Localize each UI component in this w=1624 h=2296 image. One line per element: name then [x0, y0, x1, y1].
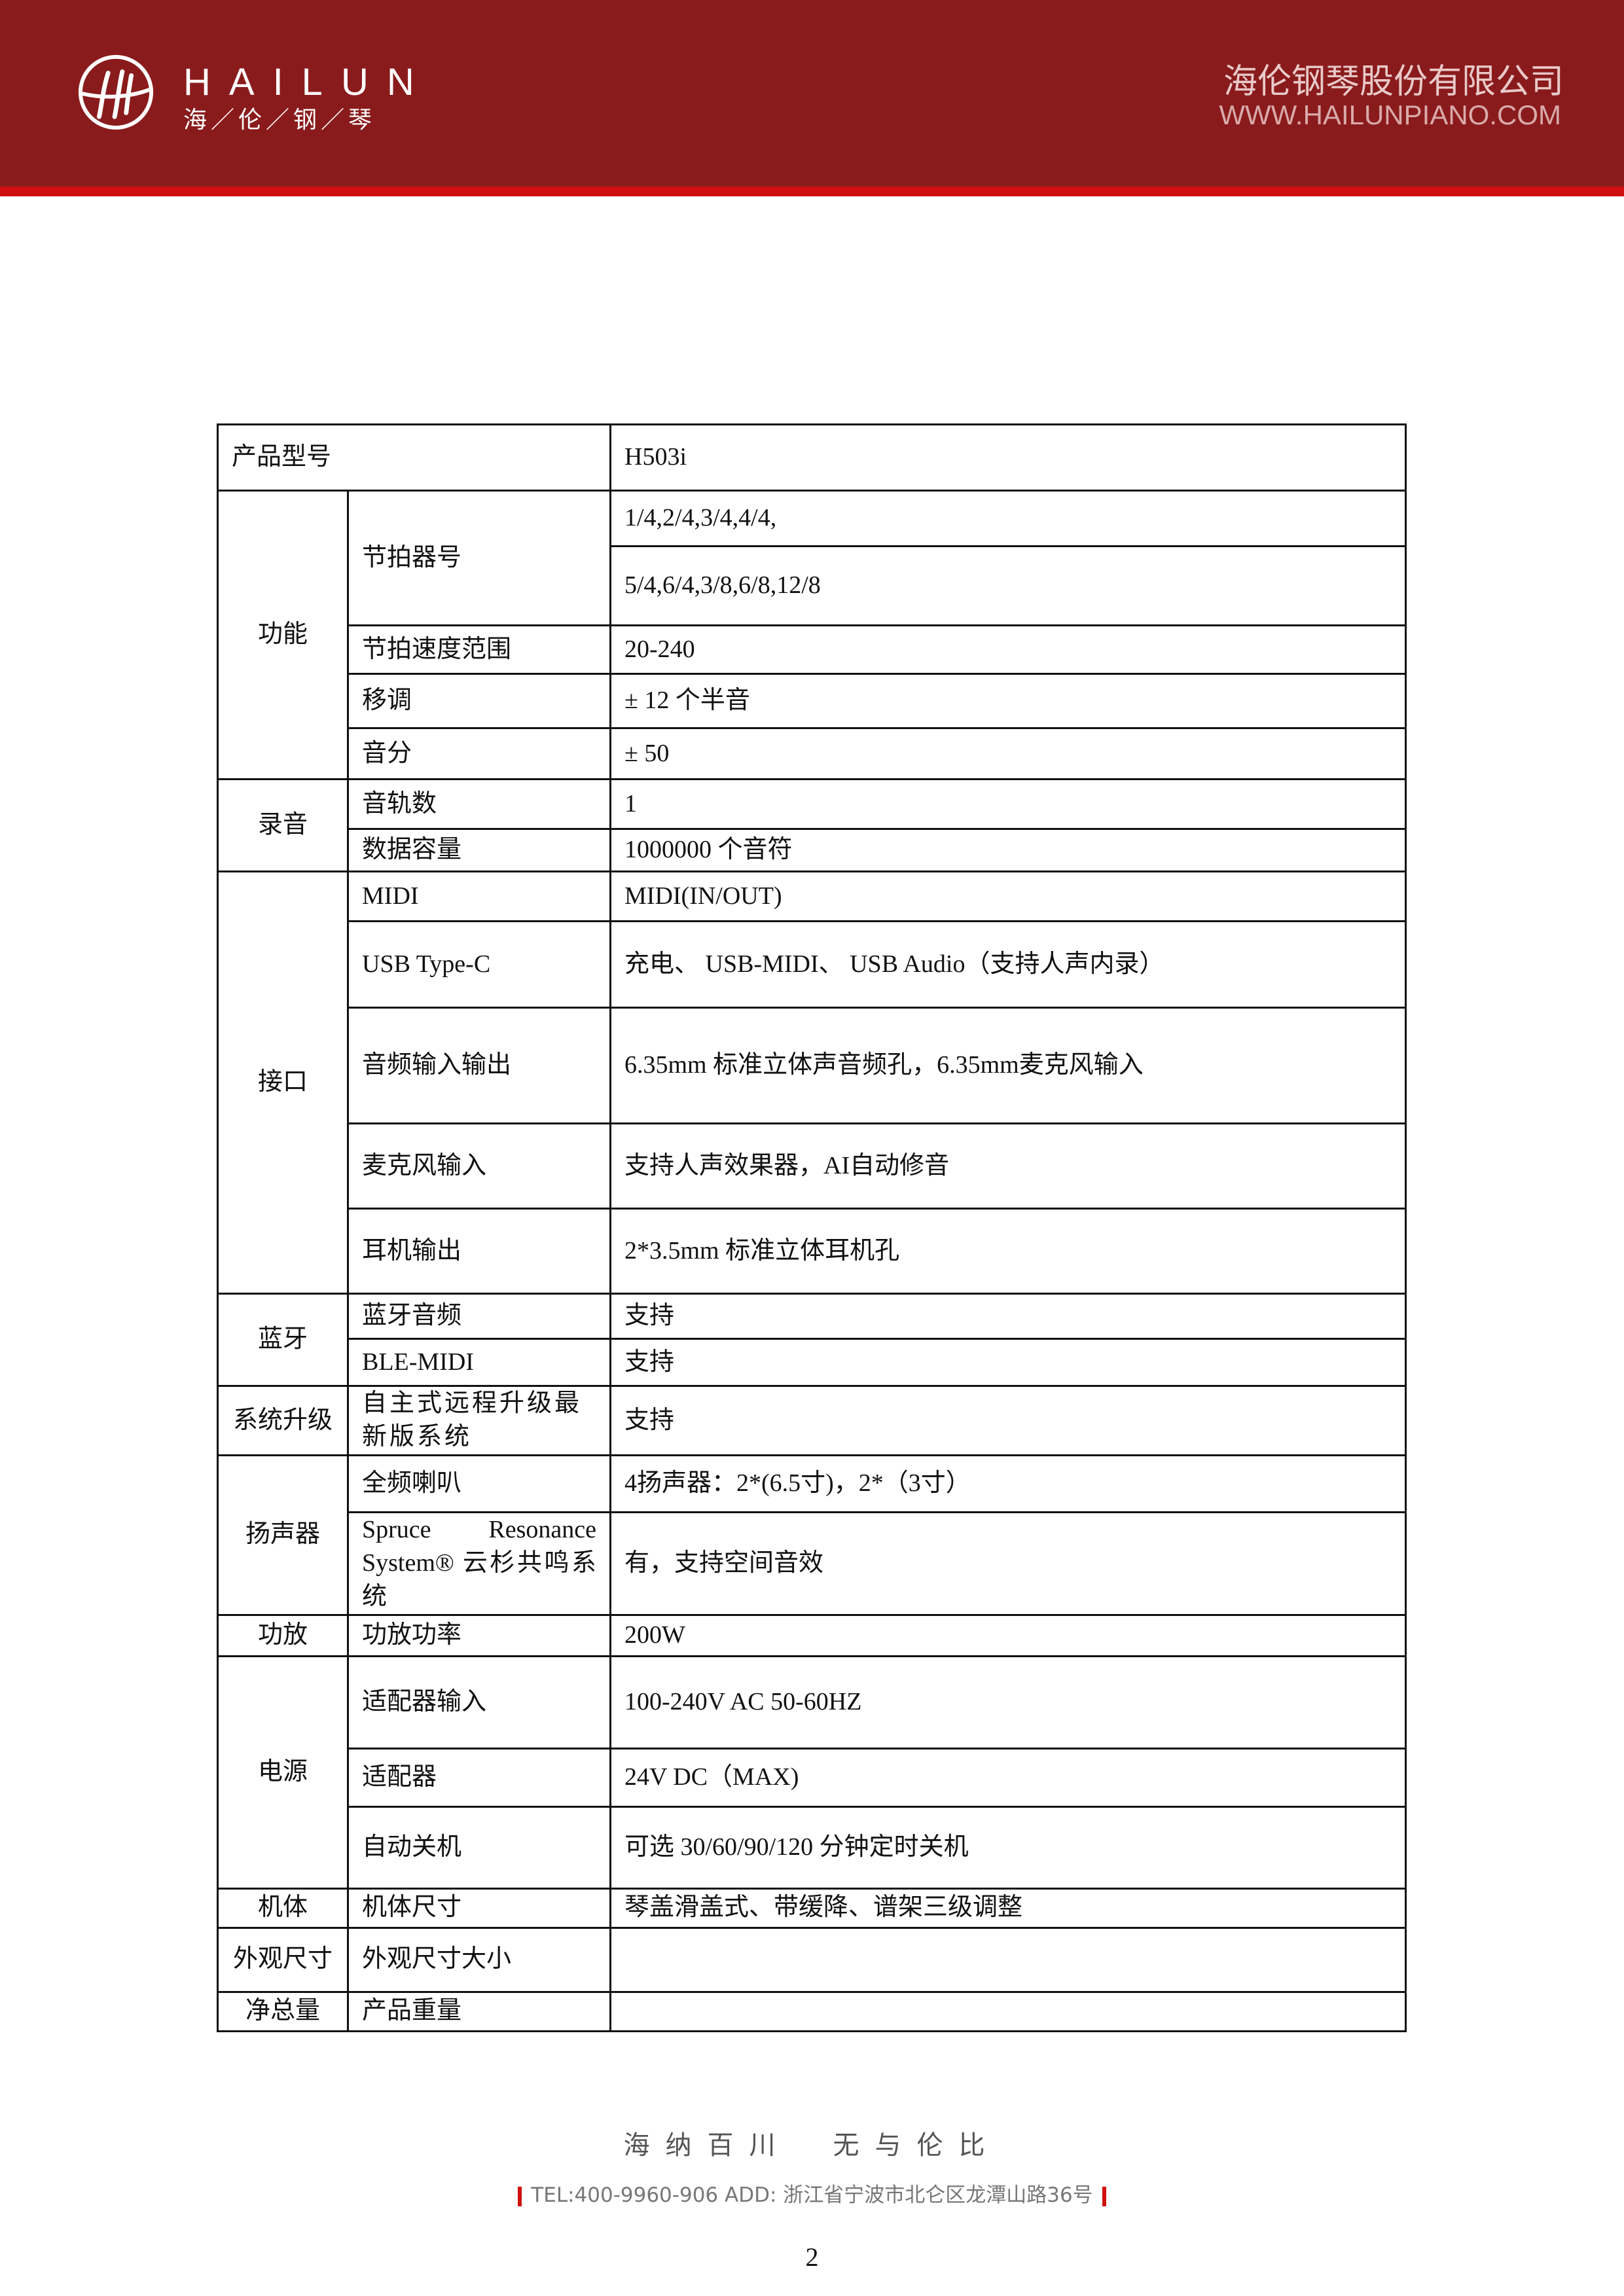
page-number: 2: [805, 2242, 819, 2272]
spec-value: MIDI(IN/OUT): [609, 870, 1407, 922]
spec-label: 自主式远程升级最新版系统: [347, 1385, 611, 1456]
spec-label: MIDI: [347, 870, 611, 922]
table-row: 系统升级 自主式远程升级最新版系统 支持: [217, 1385, 1407, 1456]
spec-value: [609, 1926, 1407, 1993]
slogan: 海纳百川 无与伦比: [623, 2130, 1001, 2161]
spec-value: 100-240V AC 50-60HZ: [609, 1655, 1407, 1749]
spec-label: 蓝牙音频: [347, 1293, 611, 1340]
table-row: Spruce Resonance System® 云杉共鸣系统 有，支持空间音效: [218, 1511, 1407, 1616]
header-stripe: [0, 187, 1624, 196]
table-row: 功放 功放功率 200W: [217, 1613, 1407, 1657]
red-bar: [518, 2186, 522, 2206]
group-label: 蓝牙: [217, 1293, 349, 1387]
spec-label: 适配器输入: [347, 1655, 611, 1749]
spec-value: 20-240: [609, 624, 1407, 675]
spec-label: 音频输入输出: [347, 1007, 611, 1124]
table-row: 自动关机 可选 30/60/90/120 分钟定时关机: [218, 1805, 1407, 1890]
table-row: 蓝牙 蓝牙音频 支持: [217, 1293, 1407, 1387]
spec-label: USB Type-C: [347, 920, 611, 1009]
spec-value: 支持人声效果器，AI自动修音: [609, 1122, 1407, 1210]
table-row: 机体 机体尺寸 琴盖滑盖式、带缓降、谱架三级调整: [217, 1887, 1407, 1929]
table-row: 电源 适配器输入 100-240V AC 50-60HZ: [217, 1655, 1407, 1890]
group-label: 机体: [217, 1887, 349, 1929]
spec-label: 功放功率: [347, 1613, 611, 1657]
table-row: 节拍速度范围 20-240: [218, 624, 1407, 675]
table-row: 音频输入输出 6.35mm 标准立体声音频孔，6.35mm麦克风输入: [218, 1007, 1407, 1124]
group-label: 接口: [217, 870, 349, 1295]
spec-value: ± 12 个半音: [609, 673, 1407, 729]
group-label: 净总量: [217, 1990, 349, 2032]
table-row: 耳机输出 2*3.5mm 标准立体耳机孔: [218, 1208, 1407, 1295]
table-row: 录音 音轨数 1: [217, 778, 1407, 872]
spec-value: ± 50: [609, 727, 1407, 780]
spec-value: 200W: [609, 1613, 1407, 1657]
group-label: 扬声器: [217, 1454, 349, 1616]
spec-label: 音轨数: [347, 778, 611, 830]
spec-value: 支持: [609, 1338, 1407, 1387]
spec-label: 数据容量: [347, 828, 611, 872]
spec-label: Spruce Resonance System® 云杉共鸣系统: [347, 1511, 611, 1616]
spec-value: 支持: [609, 1293, 1407, 1340]
group-label: 外观尺寸: [217, 1926, 349, 1993]
model-label: 产品型号: [217, 423, 611, 492]
table-row: 接口 MIDI MIDI(IN/OUT): [217, 870, 1407, 1295]
spec-value: 5/4,6/4,3/8,6/8,12/8: [609, 545, 1407, 626]
spec-label: 移调: [347, 673, 611, 729]
brand-name: HAILUN: [183, 61, 433, 103]
table-row: USB Type-C 充电、 USB-MIDI、 USB Audio（支持人声内录…: [218, 920, 1407, 1009]
brand-subtitle: 海／伦／钢／琴: [183, 107, 376, 134]
group-label: 电源: [217, 1655, 349, 1890]
spec-label: 节拍器号: [347, 490, 611, 626]
spec-value: 充电、 USB-MIDI、 USB Audio（支持人声内录）: [609, 920, 1407, 1009]
spec-label: 音分: [347, 727, 611, 780]
spec-value: 支持: [609, 1385, 1407, 1456]
spec-value: 1/4,2/4,3/4,4/4,: [609, 490, 1407, 547]
company-url: WWW.HAILUNPIANO.COM: [1219, 99, 1561, 130]
spec-label: 麦克风输入: [347, 1122, 611, 1210]
red-bar: [1102, 2186, 1106, 2206]
spec-value: 琴盖滑盖式、带缓降、谱架三级调整: [609, 1887, 1407, 1929]
spec-value: 4扬声器：2*(6.5寸)，2*（3寸）: [609, 1454, 1407, 1513]
spec-label: 全频喇叭: [347, 1454, 611, 1513]
spec-label: 外观尺寸大小: [347, 1926, 611, 1993]
spec-value: 可选 30/60/90/120 分钟定时关机: [609, 1805, 1407, 1890]
spec-value: 2*3.5mm 标准立体耳机孔: [609, 1208, 1407, 1295]
spec-value: 6.35mm 标准立体声音频孔，6.35mm麦克风输入: [609, 1007, 1407, 1124]
group-label: 系统升级: [217, 1385, 349, 1456]
spec-table: 产品型号 H503i 功能 节拍器号 1/4,2/4,3/4,4/4, 5/4,6/4,3…: [217, 423, 1407, 2032]
group-label: 功能: [217, 490, 349, 780]
contact-text: TEL:400-9960-906 ADD: 浙江省宁波市北仑区龙潭山路36号: [531, 2183, 1093, 2207]
hailun-logo-icon: [78, 54, 154, 130]
spec-label: 耳机输出: [347, 1208, 611, 1295]
table-row: 麦克风输入 支持人声效果器，AI自动修音: [218, 1122, 1407, 1210]
table-row: 移调 ± 12 个半音: [218, 673, 1407, 729]
table-row: 数据容量 1000000 个音符: [218, 828, 1407, 872]
spec-value: 1: [609, 778, 1407, 830]
table-row: 产品型号 H503i: [217, 423, 1407, 492]
spec-label: 节拍速度范围: [347, 624, 611, 675]
table-row: 外观尺寸 外观尺寸大小: [217, 1926, 1407, 1993]
table-row: 净总量 产品重量: [217, 1990, 1407, 2032]
table-row: 扬声器 全频喇叭 4扬声器：2*(6.5寸)，2*（3寸）: [217, 1454, 1407, 1616]
spec-label: BLE-MIDI: [347, 1338, 611, 1387]
table-row: 5/4,6/4,3/8,6/8,12/8: [218, 545, 1407, 626]
group-label: 录音: [217, 778, 349, 872]
spec-label: 自动关机: [347, 1805, 611, 1890]
table-row: BLE-MIDI 支持: [218, 1338, 1407, 1387]
page-header: [0, 0, 1624, 187]
table-row: 音分 ± 50: [218, 727, 1407, 780]
table-row: 功能 节拍器号 1/4,2/4,3/4,4/4,: [217, 490, 1407, 780]
contact-line: TEL:400-9960-906 ADD: 浙江省宁波市北仑区龙潭山路36号: [0, 2178, 1624, 2208]
spec-label: 产品重量: [347, 1990, 611, 2032]
spec-value: 24V DC（MAX): [609, 1747, 1407, 1808]
model-value: H503i: [609, 423, 1407, 492]
company-name: 海伦钢琴股份有限公司: [1223, 62, 1564, 101]
table-row: 适配器 24V DC（MAX): [218, 1747, 1407, 1808]
group-label: 功放: [217, 1613, 349, 1657]
spec-label: 机体尺寸: [347, 1887, 611, 1929]
spec-value: [609, 1990, 1407, 2032]
spec-label: 适配器: [347, 1747, 611, 1808]
spec-value: 1000000 个音符: [609, 828, 1407, 872]
spec-value: 有，支持空间音效: [609, 1511, 1407, 1616]
